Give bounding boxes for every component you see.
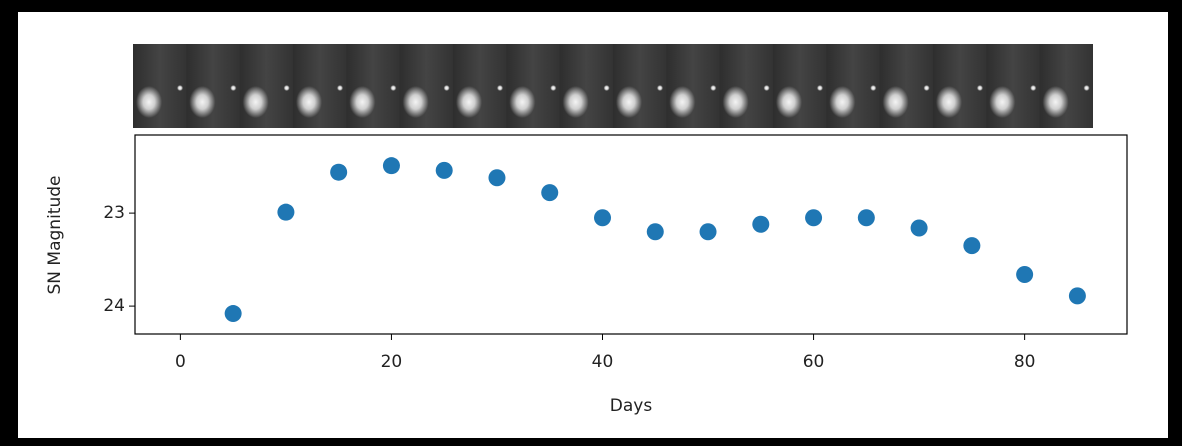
- data-point: [330, 163, 348, 181]
- data-point: [488, 169, 506, 187]
- data-point: [382, 157, 400, 175]
- x-tick-label: 80: [1014, 352, 1036, 372]
- data-point: [277, 203, 295, 221]
- data-point: [594, 209, 612, 227]
- data-point: [435, 161, 453, 179]
- data-point: [805, 209, 823, 227]
- data-point: [699, 223, 717, 241]
- data-point: [646, 223, 664, 241]
- x-tick-label: 60: [803, 352, 825, 372]
- data-point: [541, 184, 559, 202]
- image-strip: [133, 44, 1093, 128]
- data-point: [910, 219, 928, 237]
- y-axis-label: SN Magnitude: [45, 176, 65, 295]
- y-tick-label: 24: [103, 296, 125, 316]
- x-tick-label: 40: [592, 352, 614, 372]
- data-point: [1068, 287, 1086, 305]
- x-tick-label: 0: [175, 352, 186, 372]
- data-point: [1016, 265, 1034, 283]
- data-point: [224, 305, 242, 323]
- y-tick-label: 23: [103, 203, 125, 223]
- data-point: [963, 237, 981, 255]
- x-tick-label: 20: [381, 352, 403, 372]
- x-axis-label: Days: [610, 396, 653, 416]
- data-point: [752, 215, 770, 233]
- axes-frame: [134, 134, 1128, 335]
- data-point: [857, 209, 875, 227]
